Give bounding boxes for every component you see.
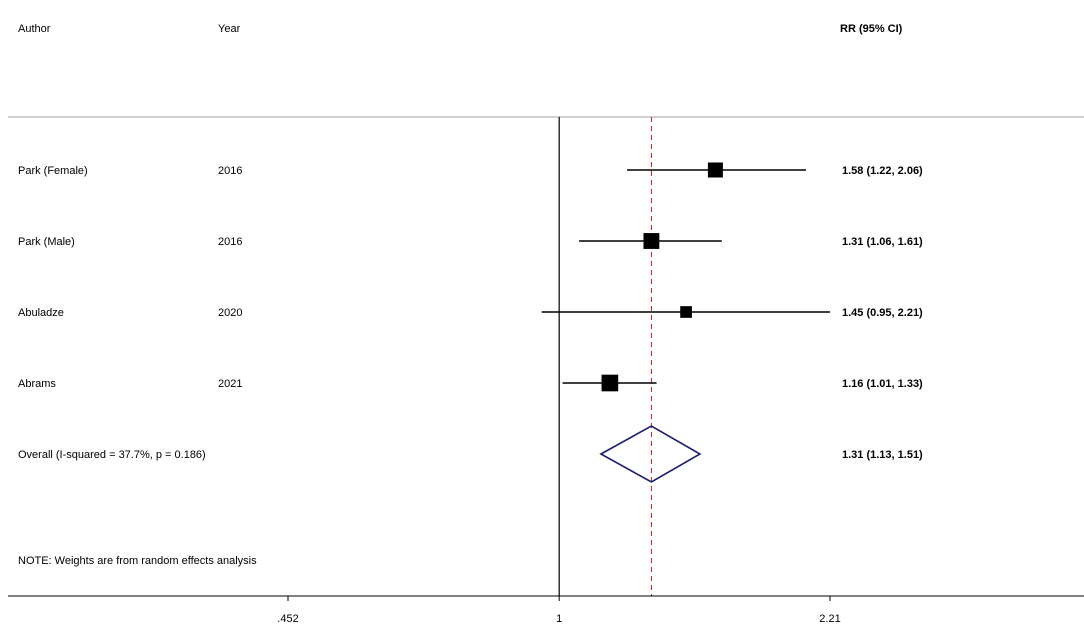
header-author: Author [18,23,51,35]
header-estimate: RR (95% CI) [840,23,903,35]
plot-marks: Park (Female) 2016 1.58 (1.22, 2.06) Park (… [8,117,1084,625]
header-year: Year [218,23,241,35]
study-author: Abuladze [18,307,64,319]
x-axis-tick-label: .452 [277,613,298,625]
study-year: 2021 [218,378,242,390]
study-year: 2016 [218,165,242,177]
study-author: Park (Female) [18,165,88,177]
study-estimate-label: 1.31 (1.06, 1.61) [842,236,923,248]
study-estimate-label: 1.45 (0.95, 2.21) [842,307,923,319]
overall-estimate-label: 1.31 (1.13, 1.51) [842,449,923,461]
study-year: 2020 [218,307,242,319]
study-weight-square [643,233,660,249]
study-author: Park (Male) [18,236,75,248]
study-estimate-label: 1.58 (1.22, 2.06) [842,165,923,177]
study-weight-square [601,374,619,392]
study-weight-square [680,306,692,318]
overall-label: Overall (I-squared = 37.7%, p = 0.186) [18,449,206,461]
study-author: Abrams [18,378,56,390]
note-text: NOTE: Weights are from random effects an… [18,555,257,567]
x-axis-tick-label: 2.21 [819,613,840,625]
x-axis-tick-label: 1 [556,613,562,625]
study-weight-square [707,162,723,178]
study-year: 2016 [218,236,242,248]
study-estimate-label: 1.16 (1.01, 1.33) [842,378,923,390]
overall-diamond [599,425,702,483]
